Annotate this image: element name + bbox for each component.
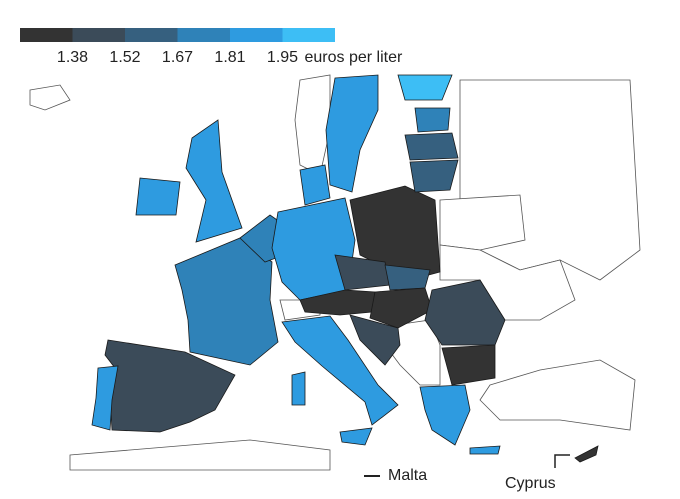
north-africa — [69, 439, 331, 471]
germany — [271, 197, 356, 301]
cyprus — [574, 445, 599, 463]
non-eu-countries — [29, 74, 641, 471]
ukraine — [439, 244, 576, 321]
russia-east — [459, 79, 641, 281]
legend-swatch — [125, 28, 178, 42]
legend-swatch — [72, 28, 125, 42]
italy — [281, 315, 399, 426]
uk — [185, 119, 243, 243]
bulgaria — [441, 344, 496, 386]
legend: 1.38 1.52 1.67 1.81 1.95 euros per liter — [20, 28, 403, 66]
latvia — [404, 132, 459, 161]
ireland — [135, 177, 181, 216]
iceland — [29, 84, 71, 111]
eu-countries — [91, 74, 599, 477]
belarus — [439, 194, 526, 251]
spain — [104, 339, 236, 433]
hungary — [369, 287, 433, 329]
sicily — [339, 427, 373, 446]
legend-swatch — [282, 28, 335, 42]
legend-swatch — [20, 28, 73, 42]
legend-tick-label: 1.95 — [267, 49, 298, 66]
crete — [469, 445, 501, 455]
finland — [397, 74, 453, 101]
greece — [419, 384, 471, 446]
estonia — [414, 107, 451, 133]
lithuania — [409, 159, 459, 193]
sardinia — [291, 371, 306, 406]
portugal — [91, 365, 119, 431]
sweden — [325, 74, 379, 193]
legend-tick-label: 1.81 — [214, 49, 245, 66]
croatia — [349, 314, 401, 366]
legend-unit: euros per liter — [305, 49, 403, 66]
cyprus-bracket — [554, 454, 570, 468]
legend-tick-label: 1.38 — [57, 49, 88, 66]
poland — [349, 185, 441, 281]
legend-tick-label: 1.67 — [162, 49, 193, 66]
norway — [294, 74, 331, 176]
malta-label: Malta — [388, 467, 427, 484]
turkey — [479, 359, 636, 431]
legend-swatch — [177, 28, 230, 42]
legend-tick-label: 1.52 — [109, 49, 140, 66]
legend-swatch — [230, 28, 283, 42]
denmark — [299, 164, 331, 206]
cyprus-label: Cyprus — [505, 475, 556, 492]
